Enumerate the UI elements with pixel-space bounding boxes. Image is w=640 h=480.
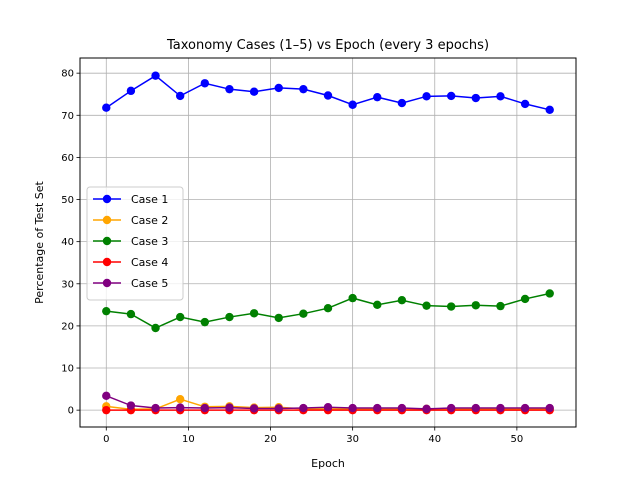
legend-marker: [102, 215, 112, 225]
legend-label: Case 4: [131, 256, 168, 269]
data-point: [471, 301, 481, 310]
data-point: [373, 300, 382, 310]
data-point: [446, 91, 456, 101]
data-point: [397, 296, 407, 305]
data-point: [348, 293, 357, 303]
data-point: [200, 403, 210, 413]
data-point: [102, 391, 111, 401]
data-point: [225, 84, 234, 94]
data-point: [496, 301, 505, 311]
legend-label: Case 2: [131, 214, 168, 227]
x-tick-label: 10: [182, 434, 195, 445]
x-axis-title: Epoch: [311, 457, 345, 470]
data-point: [323, 91, 333, 100]
data-point: [102, 103, 111, 112]
data-point: [102, 405, 111, 415]
x-tick-label: 50: [511, 434, 524, 445]
data-point: [126, 401, 136, 410]
data-point: [545, 105, 554, 115]
y-tick-label: 10: [61, 364, 74, 375]
y-tick-label: 60: [61, 153, 74, 164]
data-point: [545, 403, 554, 413]
data-point: [274, 404, 283, 413]
data-point: [471, 403, 481, 413]
y-tick-label: 40: [61, 237, 74, 248]
data-point: [520, 403, 530, 413]
legend-label: Case 1: [131, 193, 168, 206]
data-point: [225, 403, 234, 412]
data-point: [249, 87, 259, 96]
y-tick-label: 80: [61, 69, 74, 80]
data-point: [520, 294, 530, 304]
data-point: [175, 91, 185, 101]
data-point: [471, 93, 481, 103]
x-tick-label: 0: [103, 434, 109, 445]
y-tick-label: 70: [61, 111, 74, 122]
y-tick-label: 20: [61, 321, 74, 332]
data-point: [274, 313, 283, 323]
data-point: [422, 301, 431, 310]
data-point: [323, 304, 333, 313]
y-axis-title: Percentage of Test Set: [33, 180, 46, 303]
data-point: [151, 71, 160, 80]
chart-title: Taxonomy Cases (1–5) vs Epoch (every 3 e…: [166, 38, 489, 53]
data-point: [348, 403, 357, 413]
data-point: [299, 403, 308, 413]
data-point: [446, 403, 456, 413]
data-point: [422, 404, 431, 414]
legend-box: [86, 186, 184, 301]
grid-lines: [80, 58, 576, 427]
data-point: [520, 99, 530, 109]
legend-marker: [102, 278, 112, 288]
legend-label: Case 5: [131, 277, 168, 290]
data-point: [422, 92, 431, 101]
data-point: [348, 100, 357, 109]
data-point: [175, 312, 185, 322]
data-point: [545, 289, 554, 298]
data-point: [299, 84, 308, 94]
data-point: [299, 309, 308, 318]
legend: Case 1 Case 2 Case 3 Case 4 Case 5: [86, 186, 184, 301]
data-point: [102, 306, 111, 316]
y-tick-label: 30: [61, 279, 74, 290]
data-point: [373, 92, 382, 102]
x-tick-label: 20: [264, 434, 277, 445]
data-point: [249, 309, 259, 318]
data-point: [249, 404, 259, 413]
data-point: [373, 403, 382, 413]
axis-ticks: 0 10 20 30 40 50 0 10 20 30 40 50 60 70 80: [61, 69, 523, 445]
data-point: [151, 403, 160, 413]
data-point: [323, 403, 333, 412]
data-point: [200, 79, 210, 88]
plot-frame: [79, 57, 577, 428]
series-lines: [102, 71, 554, 415]
x-tick-label: 40: [428, 434, 441, 445]
legend-marker: [102, 257, 112, 267]
data-point: [446, 302, 456, 311]
x-tick-label: 30: [346, 434, 359, 445]
data-point: [397, 98, 407, 108]
series: [102, 391, 554, 414]
legend-marker: [102, 236, 112, 246]
data-point: [496, 403, 505, 413]
y-tick-label: 0: [68, 406, 74, 417]
data-point: [496, 92, 505, 101]
data-point: [274, 83, 283, 93]
data-point: [225, 312, 234, 322]
legend-label: Case 3: [131, 235, 168, 248]
legend-marker: [102, 194, 112, 204]
data-point: [126, 86, 136, 96]
data-point: [200, 317, 210, 327]
y-tick-label: 50: [61, 195, 74, 206]
series: [102, 289, 554, 333]
data-point: [175, 394, 185, 404]
data-point: [175, 403, 185, 412]
data-point: [151, 323, 160, 333]
data-point: [397, 403, 407, 413]
series: [102, 71, 554, 115]
data-point: [126, 309, 136, 319]
